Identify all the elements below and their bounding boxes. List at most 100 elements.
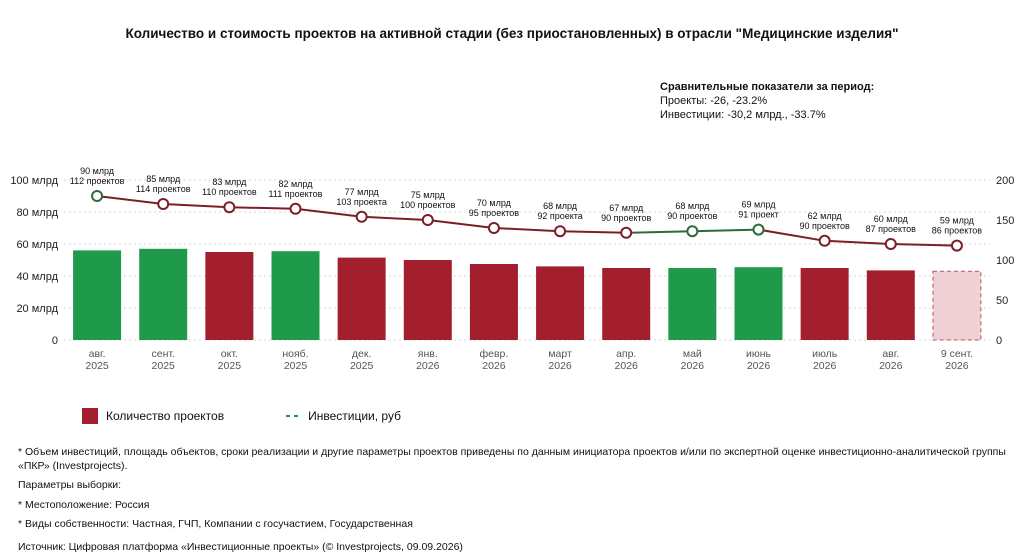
bar	[734, 267, 783, 340]
data-label-projects: 111 проектов	[269, 189, 323, 199]
line-segment	[163, 203, 230, 209]
chart-title: Количество и стоимость проектов на актив…	[125, 26, 899, 41]
line-segment	[890, 243, 957, 247]
y-left-tick: 60 млрд	[16, 239, 58, 251]
summary-projects: Проекты: -26, -23.2%	[660, 95, 768, 107]
data-label-investment: 85 млрд	[146, 174, 181, 184]
legend-line-item: Инвестиции, руб	[286, 409, 401, 423]
line-point	[818, 234, 831, 247]
line-point	[91, 190, 104, 202]
line-point	[884, 238, 897, 250]
x-tick-label: 2026	[747, 360, 771, 372]
line-segment	[427, 219, 495, 229]
data-label-investment: 77 млрд	[345, 187, 380, 197]
line-point	[620, 226, 633, 239]
data-label-investment: 60 млрд	[874, 214, 909, 224]
data-label-investment: 62 млрд	[808, 211, 843, 221]
bar	[602, 268, 651, 340]
line-segment	[560, 230, 627, 234]
x-tick-label: авг.	[882, 348, 899, 360]
x-tick-label: дек.	[352, 348, 371, 360]
bar	[866, 270, 915, 340]
data-label-projects: 90 проектов	[800, 221, 850, 231]
data-label-projects: 92 проекта	[537, 211, 582, 221]
data-label-investment: 68 млрд	[543, 201, 578, 211]
bar	[932, 270, 982, 341]
x-tick-label: 2026	[482, 360, 506, 372]
line-point	[421, 214, 434, 226]
data-label-investment: 83 млрд	[212, 177, 247, 187]
y-left-tick: 40 млрд	[16, 271, 58, 283]
data-label-investment: 68 млрд	[675, 201, 710, 211]
x-tick-label: окт.	[221, 348, 238, 360]
bar	[536, 266, 585, 340]
data-label-investment: 69 млрд	[741, 200, 776, 210]
summary-heading: Сравнительные показатели за период:	[660, 81, 875, 93]
line-point	[950, 239, 963, 252]
bar	[139, 248, 188, 340]
x-tick-label: нояб.	[282, 348, 308, 360]
legend-bars-label: Количество проектов	[106, 409, 225, 423]
x-tick-label: 2026	[945, 360, 969, 372]
y-left-tick: 100 млрд	[10, 175, 58, 187]
note-3: * Местоположение: Россия	[18, 498, 150, 511]
x-tick-label: 2025	[350, 360, 374, 372]
y-left-tick: 20 млрд	[16, 303, 58, 315]
data-label-projects: 114 проектов	[136, 184, 191, 194]
bar	[337, 257, 386, 340]
line-point	[487, 222, 500, 234]
x-tick-label: июль	[812, 348, 838, 360]
source: Источник: Цифровая платформа «Инвестицио…	[18, 541, 463, 553]
data-label-projects: 110 проектов	[202, 187, 257, 197]
data-label-projects: 90 проектов	[667, 211, 717, 221]
data-label-investment: 90 млрд	[80, 166, 115, 176]
note-4: * Виды собственности: Частная, ГЧП, Комп…	[18, 518, 413, 530]
note-2: Параметры выборки:	[18, 479, 122, 491]
line-segment	[692, 228, 759, 233]
chart: 0 20 млрд 40 млрд 60 млрд 80 млрд 100 млрд 0 50…	[10, 166, 1014, 372]
line-segment	[824, 239, 891, 245]
x-tick-label: март	[548, 348, 572, 360]
data-label-projects: 95 проектов	[469, 208, 519, 218]
data-label-investment: 70 млрд	[477, 198, 512, 208]
y-right-tick: 150	[996, 215, 1014, 227]
x-tick-label: 2025	[85, 360, 109, 372]
legend-bar-swatch	[82, 408, 98, 424]
x-tick-label: февр.	[480, 348, 509, 360]
data-label-projects: 86 проектов	[932, 226, 982, 236]
x-tick-label: сент.	[151, 348, 174, 360]
bar	[800, 268, 849, 340]
line-point	[554, 225, 567, 238]
data-label-investment: 59 млрд	[940, 216, 975, 226]
bar	[271, 251, 320, 340]
y-right-tick: 200	[996, 175, 1014, 187]
x-tick-label: 2026	[615, 360, 639, 372]
line-point	[289, 202, 302, 215]
bar	[469, 264, 518, 340]
bar	[205, 252, 254, 340]
x-tick-label: 2026	[548, 360, 572, 372]
notes: * Объем инвестиций, площадь объектов, ср…	[18, 446, 1008, 538]
x-tick-label: июнь	[746, 348, 772, 360]
x-tick-label: 2025	[152, 360, 176, 372]
data-label-investment: 75 млрд	[411, 190, 446, 200]
x-tick-label: 2026	[681, 360, 705, 372]
x-tick-label: апр.	[616, 348, 636, 360]
y-right-tick: 100	[996, 255, 1014, 267]
line-point	[686, 225, 699, 238]
line-point	[223, 201, 236, 214]
summary-box: Сравнительные показатели за период: Прое…	[660, 80, 874, 122]
summary-investments: Инвестиции: -30,2 млрд., -33.7%	[660, 109, 826, 121]
line-segment	[361, 215, 428, 221]
line-segment	[295, 207, 362, 218]
legend: Количество проектов Инвестиции, руб	[82, 408, 401, 424]
data-label-projects: 90 проектов	[601, 213, 651, 223]
data-label-projects: 91 проект	[738, 210, 779, 220]
bar	[668, 268, 717, 340]
y-left-tick: 80 млрд	[16, 207, 58, 219]
x-tick-label: май	[683, 348, 702, 360]
x-tick-label: 2026	[813, 360, 837, 372]
data-label-investment: 82 млрд	[278, 179, 313, 189]
y-left-tick: 0	[52, 335, 58, 347]
x-tick-label: 9 сент.	[941, 348, 973, 360]
